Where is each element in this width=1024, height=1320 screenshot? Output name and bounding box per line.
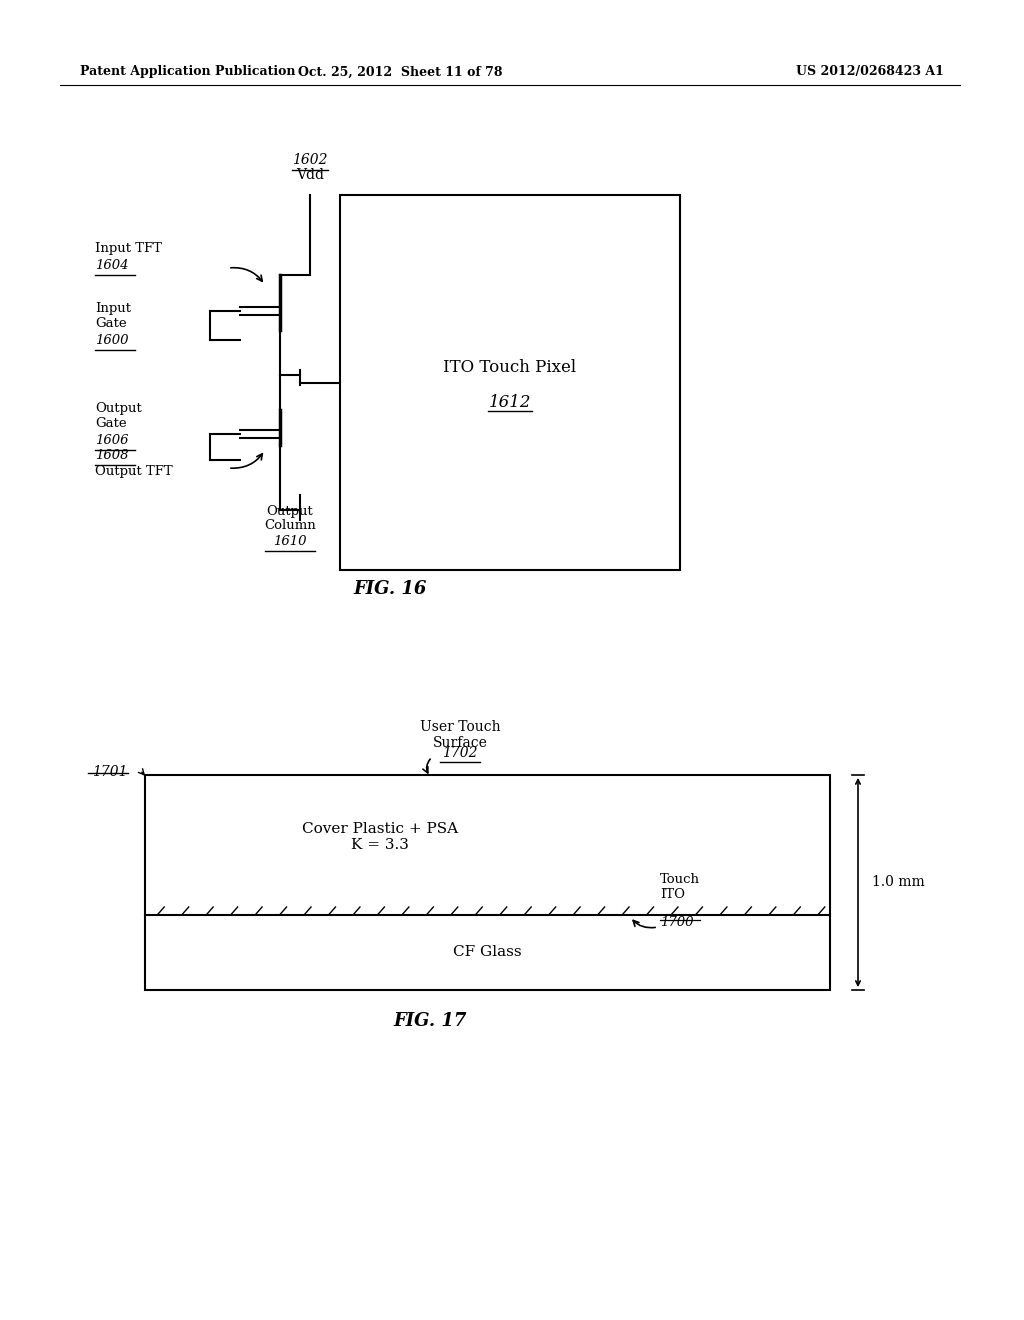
- Text: 1606: 1606: [95, 434, 128, 447]
- FancyBboxPatch shape: [340, 195, 680, 570]
- Text: Patent Application Publication: Patent Application Publication: [80, 66, 296, 78]
- Text: 1610: 1610: [273, 535, 307, 548]
- Text: Gate: Gate: [95, 317, 127, 330]
- Text: Oct. 25, 2012  Sheet 11 of 78: Oct. 25, 2012 Sheet 11 of 78: [298, 66, 502, 78]
- Text: 1701: 1701: [92, 766, 128, 779]
- Text: Vdd: Vdd: [296, 168, 324, 182]
- Text: 1608: 1608: [95, 449, 128, 462]
- Text: FIG. 17: FIG. 17: [393, 1012, 467, 1030]
- Text: Touch
ITO: Touch ITO: [660, 873, 700, 902]
- Text: US 2012/0268423 A1: US 2012/0268423 A1: [796, 66, 944, 78]
- Text: Gate: Gate: [95, 417, 127, 430]
- Text: Output TFT: Output TFT: [95, 465, 173, 478]
- Text: 1.0 mm: 1.0 mm: [872, 875, 925, 890]
- Text: 1600: 1600: [95, 334, 128, 347]
- Text: Column: Column: [264, 519, 315, 532]
- Text: 1604: 1604: [95, 259, 128, 272]
- Text: ITO Touch Pixel: ITO Touch Pixel: [443, 359, 577, 376]
- Text: 1700: 1700: [660, 916, 693, 929]
- Text: Cover Plastic + PSA
K = 3.3: Cover Plastic + PSA K = 3.3: [302, 822, 458, 853]
- FancyBboxPatch shape: [145, 775, 830, 990]
- Text: FIG. 16: FIG. 16: [353, 579, 427, 598]
- Text: 1602: 1602: [292, 153, 328, 168]
- Text: CF Glass: CF Glass: [454, 945, 522, 960]
- Text: Output: Output: [266, 506, 313, 517]
- Text: Input TFT: Input TFT: [95, 242, 162, 255]
- Text: Input: Input: [95, 302, 131, 315]
- Text: 1612: 1612: [488, 393, 531, 411]
- Text: 1702: 1702: [442, 746, 478, 760]
- Text: Output: Output: [95, 403, 141, 414]
- Text: User Touch
Surface: User Touch Surface: [420, 719, 501, 750]
